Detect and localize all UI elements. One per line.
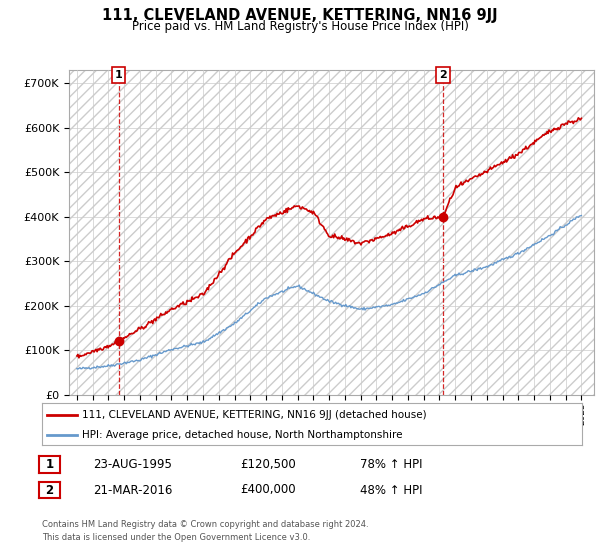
Text: 78% ↑ HPI: 78% ↑ HPI (360, 458, 422, 472)
Text: 21-MAR-2016: 21-MAR-2016 (93, 483, 172, 497)
Bar (69, 70, 594, 395)
Text: £400,000: £400,000 (240, 483, 296, 497)
Text: £120,500: £120,500 (240, 458, 296, 472)
Text: 48% ↑ HPI: 48% ↑ HPI (360, 483, 422, 497)
Text: 1: 1 (46, 458, 53, 472)
Text: 1: 1 (115, 70, 122, 80)
Text: 2: 2 (46, 483, 53, 497)
Text: Price paid vs. HM Land Registry's House Price Index (HPI): Price paid vs. HM Land Registry's House … (131, 20, 469, 32)
Text: 2: 2 (439, 70, 447, 80)
Text: HPI: Average price, detached house, North Northamptonshire: HPI: Average price, detached house, Nort… (83, 430, 403, 440)
Text: 111, CLEVELAND AVENUE, KETTERING, NN16 9JJ: 111, CLEVELAND AVENUE, KETTERING, NN16 9… (102, 8, 498, 24)
Text: 111, CLEVELAND AVENUE, KETTERING, NN16 9JJ (detached house): 111, CLEVELAND AVENUE, KETTERING, NN16 9… (83, 410, 427, 420)
Text: 23-AUG-1995: 23-AUG-1995 (93, 458, 172, 472)
Text: Contains HM Land Registry data © Crown copyright and database right 2024.: Contains HM Land Registry data © Crown c… (42, 520, 368, 529)
Text: This data is licensed under the Open Government Licence v3.0.: This data is licensed under the Open Gov… (42, 533, 310, 542)
